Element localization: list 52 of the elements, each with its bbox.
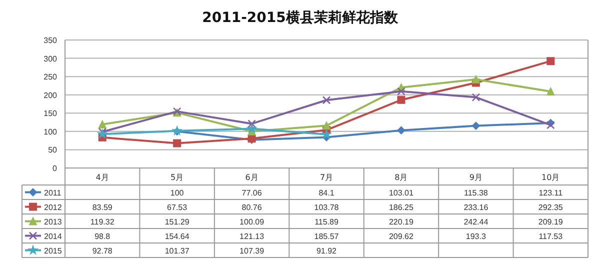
data-label: 292.35 [538, 202, 564, 212]
data-label: 242.44 [464, 217, 489, 226]
data-label: 83.59 [92, 202, 113, 212]
data-label: 67.53 [167, 202, 188, 212]
data-label: 151.29 [164, 217, 190, 226]
data-label: 121.13 [240, 232, 265, 241]
data-label: 119.32 [90, 217, 115, 226]
legend-label: 2015 [44, 246, 62, 256]
chart-title: 2011-2015横县茉莉鲜花指数 [202, 10, 399, 26]
data-label: 101.37 [164, 246, 190, 256]
x-tick-label: 8月 [394, 173, 408, 182]
x-tick-label: 7月 [320, 173, 334, 182]
y-tick-label: 250 [44, 72, 58, 82]
data-label: 77.06 [242, 188, 262, 198]
data-label: 80.76 [242, 202, 262, 212]
data-label: 154.64 [164, 232, 190, 241]
x-tick-label: 9月 [469, 173, 482, 182]
x-tick-label: 4月 [96, 173, 109, 182]
y-tick-label: 300 [44, 54, 58, 64]
data-label: 115.89 [314, 217, 339, 226]
data-label: 186.25 [388, 202, 414, 212]
data-label: 185.57 [314, 232, 340, 241]
data-label: 193.3 [466, 232, 486, 241]
data-label: 220.19 [388, 217, 414, 226]
legend-label: 2012 [44, 202, 62, 212]
data-label: 103.78 [314, 202, 340, 212]
data-label: 92.78 [92, 246, 113, 256]
data-label: 233.16 [464, 202, 489, 212]
x-tick-label: 6月 [245, 173, 258, 182]
data-label: 123.11 [538, 188, 564, 198]
data-label: 115.38 [464, 188, 488, 198]
data-label: 107.39 [240, 246, 265, 256]
x-tick-label: 10月 [542, 173, 560, 182]
y-tick-label: 200 [44, 90, 58, 100]
data-label: 84.1 [318, 188, 335, 198]
y-tick-label: 0 [52, 164, 58, 173]
legend-label: 2014 [44, 232, 62, 241]
data-label: 209.62 [388, 232, 414, 241]
data-label: 117.53 [538, 232, 564, 241]
data-label: 209.19 [538, 217, 564, 226]
legend-label: 2011 [44, 188, 62, 198]
data-label: 103.01 [388, 188, 414, 198]
data-label: 100 [170, 188, 184, 198]
legend-label: 2013 [44, 217, 62, 226]
y-tick-label: 150 [44, 109, 58, 118]
data-label: 91.92 [316, 246, 338, 256]
y-tick-label: 350 [44, 36, 58, 45]
data-label: 98.8 [94, 232, 111, 241]
data-label: 100.09 [240, 217, 265, 226]
y-tick-label: 100 [44, 127, 58, 136]
y-tick-label: 50 [48, 146, 58, 155]
x-tick-label: 5月 [170, 173, 184, 182]
